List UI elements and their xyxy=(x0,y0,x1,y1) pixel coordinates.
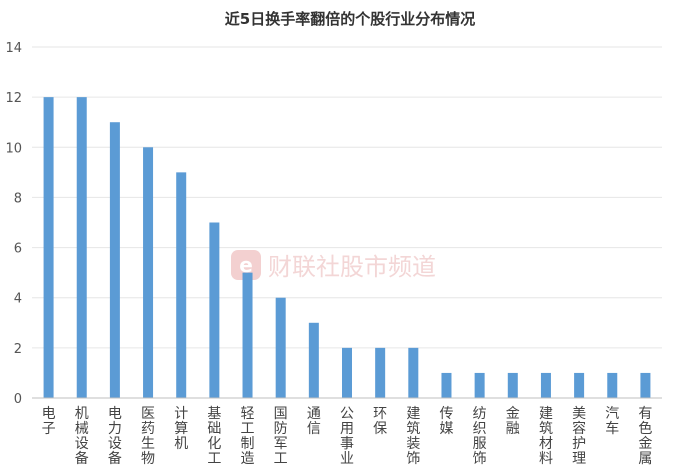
bar xyxy=(408,347,419,398)
x-tick-label: 有色金属 xyxy=(638,406,652,467)
y-tick-label: 14 xyxy=(5,41,22,56)
bar xyxy=(275,297,286,398)
bar xyxy=(242,272,253,398)
bar xyxy=(308,322,319,398)
bar xyxy=(375,347,386,398)
bar xyxy=(640,372,651,398)
x-tick-label: 电力设备 xyxy=(108,406,122,467)
x-tick-label: 汽车 xyxy=(605,406,619,437)
bar xyxy=(176,172,187,398)
x-tick-label: 建筑材料 xyxy=(539,406,553,467)
x-tick-label: 纺织服饰 xyxy=(473,406,487,467)
bar xyxy=(209,222,220,398)
x-tick-label: 计算机 xyxy=(174,406,188,452)
bar xyxy=(109,122,120,398)
gridlines xyxy=(32,46,662,349)
x-tick-label: 机械设备 xyxy=(75,406,89,467)
x-tick-label: 轻工制造 xyxy=(241,406,255,467)
x-tick-label: 建筑装饰 xyxy=(406,406,420,467)
watermark: e 财联社股市频道 xyxy=(231,250,436,281)
x-tick-label: 国防军工 xyxy=(274,406,288,467)
x-tick-label: 电子 xyxy=(42,406,56,437)
bar xyxy=(441,372,452,398)
x-tick-label: 通信 xyxy=(307,406,321,437)
y-tick-label: 2 xyxy=(14,342,22,357)
y-tick-label: 0 xyxy=(14,392,22,407)
x-tick-label: 金融 xyxy=(506,406,520,437)
x-tick-label: 基础化工 xyxy=(207,405,221,467)
watermark-logo-letter: e xyxy=(239,253,253,277)
bar xyxy=(474,372,485,398)
y-tick-label: 10 xyxy=(5,141,22,156)
watermark-text: 财联社股市频道 xyxy=(268,253,436,281)
x-tick-label: 医药生物 xyxy=(141,406,155,467)
x-tick-label: 公用事业 xyxy=(340,406,354,467)
x-tick-label: 传媒 xyxy=(439,406,453,437)
bars xyxy=(43,97,651,399)
x-tick-label: 美容护理 xyxy=(572,406,586,467)
y-axis-ticks: 0 2 4 6 8 10 12 14 xyxy=(5,41,22,407)
chart-title: 近5日换手率翻倍的个股行业分布情况 xyxy=(225,10,475,28)
x-axis-categories: 电子 机械设备 电力设备 医药生物 计算机 基础化工 轻工制造 国防军工 通信 公用事业 环保 建筑装… xyxy=(42,405,653,467)
bar xyxy=(507,372,518,398)
bar xyxy=(76,97,87,399)
bar xyxy=(43,97,54,399)
y-tick-label: 4 xyxy=(14,292,22,307)
bar xyxy=(607,372,618,398)
bar xyxy=(143,147,154,398)
y-tick-label: 12 xyxy=(5,91,22,106)
bar xyxy=(540,372,551,398)
bar xyxy=(342,347,352,398)
x-tick-label: 环保 xyxy=(373,406,387,437)
watermark-logo-icon xyxy=(231,250,261,280)
y-tick-label: 6 xyxy=(14,242,22,257)
bar xyxy=(574,372,585,398)
y-tick-label: 8 xyxy=(14,191,22,206)
